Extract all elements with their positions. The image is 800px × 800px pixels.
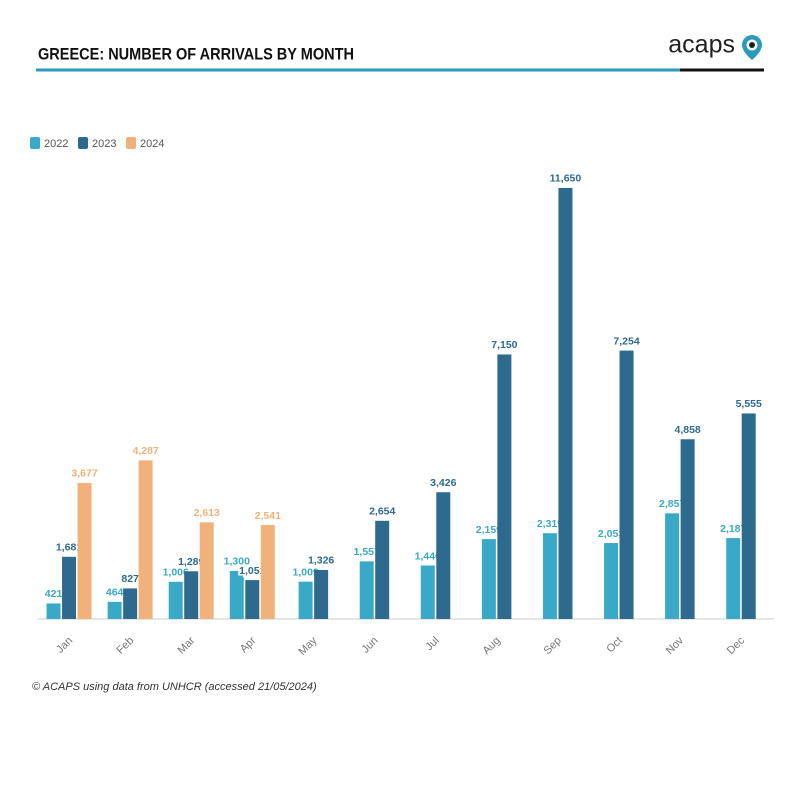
bar — [168, 581, 183, 619]
bar — [359, 561, 374, 619]
value-label: 2,187 — [720, 523, 746, 535]
x-tick-label: Dec — [725, 634, 748, 657]
value-label: 5,555 — [736, 398, 762, 410]
value-label: 4,287 — [132, 445, 158, 457]
value-label: 827 — [121, 573, 139, 585]
value-label: 2,319 — [537, 518, 563, 530]
value-label: 1,557 — [354, 546, 380, 558]
bar — [375, 520, 390, 619]
bar — [604, 543, 619, 619]
value-label: 3,426 — [430, 477, 456, 489]
value-label: 2,654 — [369, 506, 395, 518]
value-label: 1,006 — [163, 567, 189, 579]
x-tick-label: Sep — [542, 635, 564, 657]
value-label: 3,677 — [71, 468, 97, 480]
legend-swatch — [30, 137, 40, 149]
x-tick-label: Apr — [238, 634, 259, 655]
value-label: 1,300 — [224, 556, 250, 568]
value-label: 464 — [106, 587, 124, 599]
legend-swatch — [78, 137, 88, 149]
bar — [542, 533, 557, 619]
x-tick-label: Jun — [360, 635, 381, 656]
x-tick-label: Oct — [604, 635, 625, 656]
bar — [123, 588, 138, 619]
bar — [138, 460, 153, 619]
bar — [46, 603, 61, 619]
value-label: 1,446 — [415, 550, 441, 562]
x-tick-label: Nov — [664, 634, 687, 657]
value-label: 1,289 — [178, 556, 204, 568]
value-label: 7,254 — [613, 335, 639, 347]
value-label: 1,051 — [239, 565, 265, 577]
value-label: 2,613 — [194, 507, 220, 519]
bar — [77, 482, 92, 619]
legend-label: 2024 — [140, 138, 164, 150]
bar — [420, 565, 435, 619]
value-label: 2,857 — [659, 498, 685, 510]
x-tick-label: May — [296, 634, 320, 658]
logo: acaps — [668, 31, 735, 59]
chart-title: GREECE: NUMBER OF ARRIVALS BY MONTH — [38, 44, 354, 63]
value-label: 2,053 — [598, 528, 624, 540]
x-tick-label: Mar — [175, 634, 197, 656]
bar — [619, 350, 634, 619]
source-note: © ACAPS using data from UNHCR (accessed … — [32, 681, 317, 693]
bar — [298, 581, 313, 619]
bar — [497, 354, 512, 619]
logo-pin — [742, 35, 762, 60]
value-label: 7,150 — [491, 339, 517, 351]
bar — [741, 413, 756, 619]
x-tick-label: Jul — [423, 635, 441, 653]
bar — [184, 571, 199, 619]
bar — [260, 524, 275, 619]
bar — [680, 439, 695, 619]
legend-label: 2022 — [44, 138, 68, 150]
value-label: 11,650 — [550, 173, 582, 185]
legend-swatch — [126, 137, 136, 149]
bar — [245, 580, 260, 619]
legend-label: 2023 — [92, 138, 116, 150]
bar — [481, 539, 496, 619]
value-label: 2,159 — [476, 524, 502, 536]
x-tick-label: Jan — [54, 635, 75, 656]
bar — [558, 187, 573, 619]
bar — [199, 522, 214, 619]
value-label: 2,541 — [255, 510, 281, 522]
bar — [314, 569, 329, 619]
value-label: 4,858 — [674, 424, 700, 436]
bar — [62, 556, 77, 619]
bar — [665, 513, 680, 619]
value-label: 1,009 — [292, 566, 318, 578]
bar — [726, 538, 741, 619]
value-label: 1,326 — [308, 555, 334, 567]
x-tick-label: Aug — [480, 635, 502, 657]
value-label: 1,681 — [56, 542, 82, 554]
x-tick-label: Feb — [114, 635, 136, 657]
bar — [107, 601, 122, 619]
bar — [229, 570, 244, 619]
bar — [436, 492, 451, 619]
value-label: 421 — [45, 588, 63, 600]
